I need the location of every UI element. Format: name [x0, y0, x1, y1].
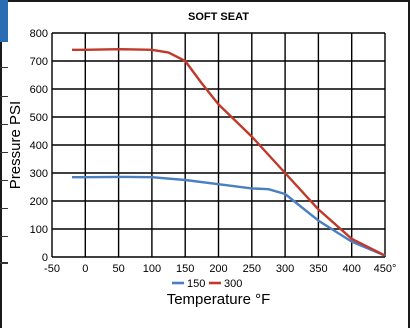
x-axis-ticks: -50 0 50 100 150 200 250 300 350 400 450° [44, 263, 396, 275]
y-tick-label: 600 [30, 84, 48, 96]
edge-line [0, 67, 8, 68]
x-tick-label: 100 [143, 263, 161, 275]
x-tick-label: 150 [176, 263, 194, 275]
legend-label-300: 300 [224, 278, 242, 290]
series-line-300 [72, 48, 386, 257]
edge-line [0, 236, 8, 237]
x-tick-label: 400 [343, 263, 361, 275]
y-tick-label: 100 [30, 224, 48, 236]
y-axis-label: Pressure PSI [7, 101, 24, 189]
chart-title: SOFT SEAT [188, 11, 249, 23]
x-tick-label: 250 [243, 263, 261, 275]
edge-line [0, 180, 8, 181]
y-tick-label: 300 [30, 168, 48, 180]
y-tick-label: 700 [30, 56, 48, 68]
blue-tab-accent [0, 0, 8, 42]
series-line-150 [72, 175, 386, 257]
x-tick-label: 0 [82, 263, 88, 275]
x-tick-label: 450° [374, 263, 397, 275]
x-tick-label: 200 [209, 263, 227, 275]
edge-line [0, 152, 8, 153]
y-tick-label: 400 [30, 140, 48, 152]
x-tick-label: 50 [112, 263, 124, 275]
y-axis-ticks: 0 100 200 300 400 500 600 700 800 [30, 28, 48, 264]
edge-line [0, 208, 8, 209]
y-tick-label: 800 [30, 28, 48, 40]
edge-line [0, 262, 8, 264]
legend-label-150: 150 [187, 278, 205, 290]
y-tick-label: 0 [42, 252, 48, 264]
x-tick-label: 300 [276, 263, 294, 275]
chart-legend: 150 300 [172, 278, 242, 290]
y-tick-label: 500 [30, 112, 48, 124]
x-tick-label: 350 [309, 263, 327, 275]
edge-line [0, 96, 8, 97]
chart-grid [51, 32, 386, 258]
chart-series [72, 48, 386, 257]
x-tick-label: -50 [44, 263, 60, 275]
x-axis-label: Temperature °F [167, 291, 271, 308]
y-tick-label: 200 [30, 196, 48, 208]
edge-line [0, 124, 8, 125]
